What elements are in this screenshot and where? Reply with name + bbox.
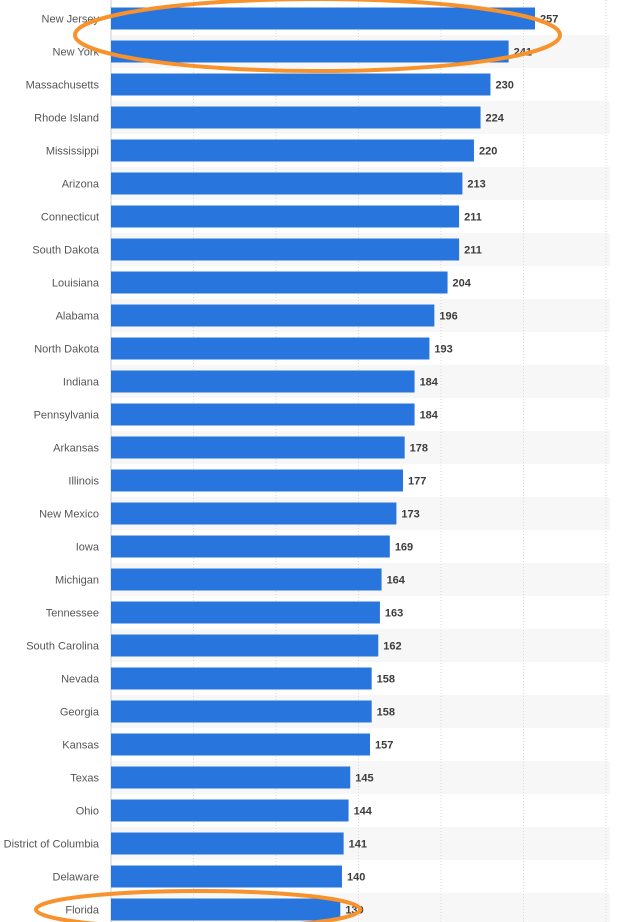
category-label: Rhode Island bbox=[34, 113, 99, 125]
bar bbox=[111, 865, 342, 888]
bar bbox=[111, 304, 435, 327]
category-label: Indiana bbox=[63, 377, 100, 389]
highlight-ellipse bbox=[73, 0, 562, 73]
category-label: Michigan bbox=[55, 575, 99, 587]
value-label: 213 bbox=[467, 179, 485, 191]
bar bbox=[111, 172, 463, 195]
value-label: 230 bbox=[495, 80, 513, 92]
value-label: 184 bbox=[420, 377, 439, 389]
value-label: 145 bbox=[355, 773, 373, 785]
highlight-annotations bbox=[34, 0, 562, 922]
bar bbox=[111, 7, 535, 30]
category-label: New Mexico bbox=[39, 509, 99, 521]
bar bbox=[111, 370, 415, 393]
category-label: New York bbox=[53, 47, 100, 59]
category-label: Pennsylvania bbox=[34, 410, 100, 422]
bar bbox=[111, 106, 481, 129]
category-label: District of Columbia bbox=[4, 839, 100, 851]
value-label: 163 bbox=[385, 608, 403, 620]
value-label: 178 bbox=[410, 443, 428, 455]
bar bbox=[111, 799, 349, 822]
category-label: Alabama bbox=[56, 311, 100, 323]
value-label: 157 bbox=[375, 740, 393, 752]
category-label: Georgia bbox=[60, 707, 100, 719]
category-label: Arizona bbox=[62, 179, 100, 191]
category-label: Kansas bbox=[62, 740, 99, 752]
bars bbox=[111, 7, 535, 921]
value-label: 211 bbox=[464, 245, 482, 257]
bar bbox=[111, 403, 415, 426]
bar bbox=[111, 898, 341, 921]
value-label: 158 bbox=[377, 674, 395, 686]
value-label: 162 bbox=[383, 641, 401, 653]
bar bbox=[111, 337, 430, 360]
value-label: 140 bbox=[347, 872, 365, 884]
value-label: 184 bbox=[420, 410, 439, 422]
value-label: 224 bbox=[486, 113, 505, 125]
value-label: 193 bbox=[434, 344, 452, 356]
bar bbox=[111, 832, 344, 855]
value-label: 144 bbox=[354, 806, 373, 818]
bar bbox=[111, 733, 371, 756]
category-label: Connecticut bbox=[41, 212, 99, 224]
bar bbox=[111, 238, 460, 261]
bar bbox=[111, 139, 474, 162]
bar bbox=[111, 601, 380, 624]
category-label: Delaware bbox=[53, 872, 99, 884]
bar bbox=[111, 766, 351, 789]
category-label: South Carolina bbox=[26, 641, 100, 653]
category-label: Arkansas bbox=[53, 443, 99, 455]
bar bbox=[111, 535, 390, 558]
category-label: North Dakota bbox=[34, 344, 100, 356]
value-label: 220 bbox=[479, 146, 497, 158]
value-label: 158 bbox=[377, 707, 395, 719]
category-label: South Dakota bbox=[32, 245, 100, 257]
bar bbox=[111, 667, 372, 690]
bar bbox=[111, 700, 372, 723]
bar bbox=[111, 271, 448, 294]
highlight-ellipse bbox=[34, 889, 363, 922]
category-label: Illinois bbox=[68, 476, 99, 488]
bar bbox=[111, 502, 397, 525]
category-label: Iowa bbox=[76, 542, 100, 554]
bar bbox=[111, 436, 405, 459]
bar bbox=[111, 634, 379, 657]
category-label: Tennessee bbox=[46, 608, 99, 620]
category-label: Nevada bbox=[61, 674, 100, 686]
bar bbox=[111, 205, 460, 228]
value-label: 177 bbox=[408, 476, 426, 488]
category-label: Massachusetts bbox=[26, 80, 100, 92]
category-label: Texas bbox=[70, 773, 99, 785]
category-label: Louisiana bbox=[52, 278, 100, 290]
value-label: 211 bbox=[464, 212, 482, 224]
value-label: 204 bbox=[453, 278, 472, 290]
value-label: 141 bbox=[349, 839, 367, 851]
category-label: Florida bbox=[65, 905, 100, 917]
category-label: Mississippi bbox=[46, 146, 99, 158]
bar bbox=[111, 568, 382, 591]
bar bbox=[111, 469, 404, 492]
value-label: 169 bbox=[395, 542, 413, 554]
bar bbox=[111, 73, 491, 96]
value-label: 173 bbox=[401, 509, 419, 521]
category-label: Ohio bbox=[76, 806, 99, 818]
value-label: 164 bbox=[387, 575, 406, 587]
value-label: 196 bbox=[439, 311, 457, 323]
bar bbox=[111, 40, 509, 63]
